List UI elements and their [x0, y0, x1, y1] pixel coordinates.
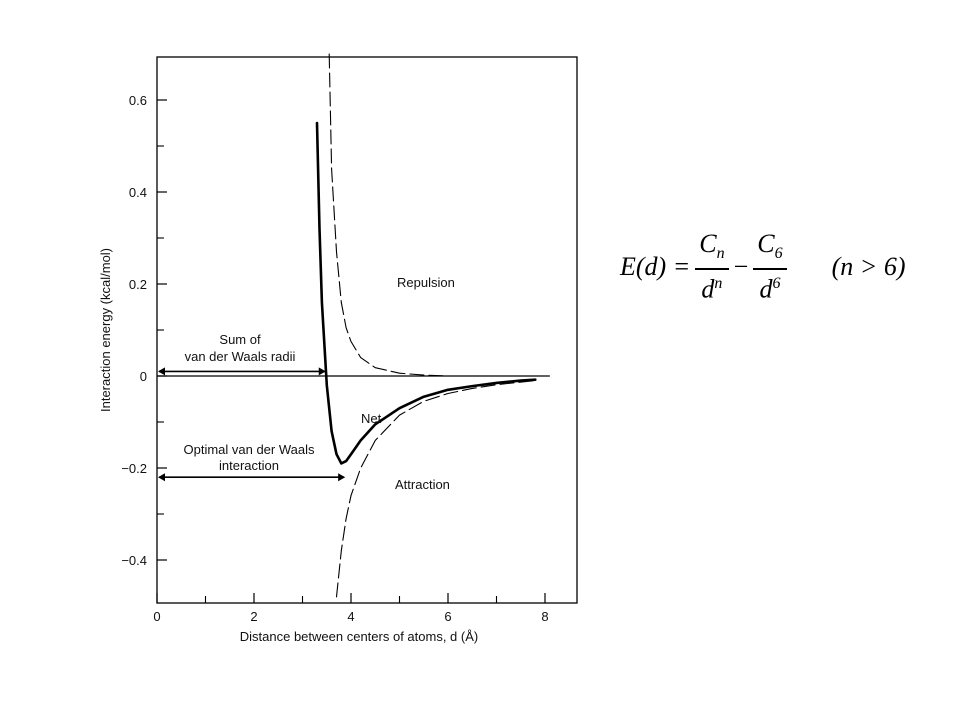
y-tick-label: −0.4	[121, 553, 147, 568]
equation-minus: −	[733, 252, 749, 281]
y-tick-label: 0	[140, 369, 147, 384]
equation-lhs: E(d) =	[620, 252, 691, 281]
equation-fraction-repulsive: Cn dn	[695, 229, 729, 304]
annot-repulsion: Repulsion	[397, 275, 455, 290]
x-tick-label: 4	[347, 609, 354, 624]
x-axis-title: Distance between centers of atoms, d (Å)	[240, 629, 478, 644]
x-tick-label: 8	[541, 609, 548, 624]
annot-optimal-line2: interaction	[219, 458, 279, 473]
optimal-arrowhead-left	[158, 473, 165, 482]
series-repulsion-curve	[328, 53, 449, 377]
eq-den1-sup: n	[714, 275, 723, 293]
eq-num1-base: C	[699, 229, 717, 259]
y-axis-title: Interaction energy (kcal/mol)	[98, 248, 113, 412]
annot-sum-radii-line1: Sum of	[219, 332, 261, 347]
series-net-curve	[315, 121, 537, 465]
annot-net: Net	[361, 411, 382, 426]
x-tick-label: 0	[153, 609, 160, 624]
eq-num2-base: C	[757, 229, 775, 259]
sum-radii-arrowhead-right	[318, 367, 326, 376]
eq-den2-base: d	[759, 274, 773, 304]
equation-condition: (n > 6)	[831, 252, 906, 281]
plot-frame	[156, 56, 578, 604]
y-tick-label: 0.2	[129, 277, 147, 292]
optimal-arrowhead-right	[338, 473, 346, 482]
annot-optimal-line1: Optimal van der Waals	[183, 442, 315, 457]
x-tick-label: 6	[444, 609, 451, 624]
eq-num2-sub: 6	[774, 245, 783, 263]
annot-attraction: Attraction	[395, 477, 450, 492]
equation-fraction-attractive: C6 d6	[753, 229, 787, 304]
y-tick-label: −0.2	[121, 461, 147, 476]
eq-den1-base: d	[701, 274, 715, 304]
x-tick-label: 2	[250, 609, 257, 624]
energy-equation: E(d) = Cn dn − C6 d6 (n > 6)	[620, 229, 906, 304]
eq-den2-sup: 6	[772, 275, 781, 293]
annot-sum-radii-line2: van der Waals radii	[185, 349, 296, 364]
y-tick-label: 0.4	[129, 185, 147, 200]
eq-num1-sub: n	[716, 245, 725, 263]
y-tick-label: 0.6	[129, 93, 147, 108]
sum-radii-arrowhead-left	[158, 367, 165, 376]
series-attraction-curve	[335, 380, 536, 598]
